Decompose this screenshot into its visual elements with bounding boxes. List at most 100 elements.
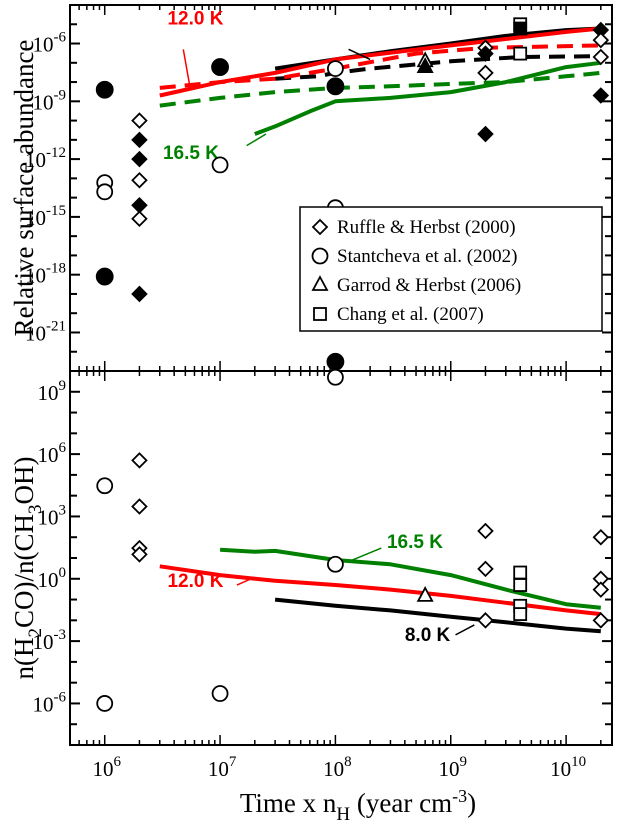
data-point xyxy=(477,64,494,82)
data-point xyxy=(327,368,344,386)
data-point xyxy=(326,77,345,96)
legend-label: Ruffle & Herbst (2000) xyxy=(337,217,516,238)
series-line xyxy=(254,60,602,136)
legend-label: Garrod & Herbst (2006) xyxy=(337,275,521,296)
data-point xyxy=(416,57,434,73)
annotation-label: 16.5 K xyxy=(163,143,219,164)
data-point xyxy=(96,695,114,712)
data-point xyxy=(477,612,494,629)
data-point xyxy=(211,156,229,174)
data-point xyxy=(131,197,148,214)
y-tick-label: 100 xyxy=(38,565,67,592)
x-tick-exp: 9 xyxy=(460,754,468,770)
y-tick-label: 10-9 xyxy=(33,87,67,114)
y-tick-base: 10 xyxy=(38,568,59,592)
y-tick-exp: -18 xyxy=(46,261,66,277)
data-point xyxy=(131,131,148,149)
y-tick-base: 10 xyxy=(33,692,54,716)
y-tick-label: 10-12 xyxy=(25,145,66,172)
x-axis-label-tail: (year cm xyxy=(350,788,452,818)
y-tick-label: 10-6 xyxy=(33,30,67,57)
annotation-leader xyxy=(455,624,475,636)
y-tick-base: 10 xyxy=(25,148,46,172)
y-tick-exp: 3 xyxy=(59,502,67,518)
data-point xyxy=(592,528,610,546)
x-tick-base: 10 xyxy=(550,757,571,781)
x-tick-base: 10 xyxy=(439,757,460,781)
y-tick-exp: -6 xyxy=(54,30,67,46)
x-tick-label: 106 xyxy=(92,754,121,781)
x-tick-exp: 10 xyxy=(571,754,586,770)
y-tick-label: 10-15 xyxy=(25,203,66,230)
annotation-leader xyxy=(182,49,191,88)
data-point xyxy=(131,285,148,303)
data-point xyxy=(513,578,528,592)
x-axis-label-sup: -3 xyxy=(452,786,467,806)
data-point xyxy=(477,45,494,62)
y-tick-exp: -21 xyxy=(46,318,66,334)
y-tick-label: 109 xyxy=(38,378,67,405)
data-point xyxy=(96,477,114,495)
data-point xyxy=(95,80,114,99)
x-tick-label: 1010 xyxy=(550,754,586,781)
y-tick-label: 106 xyxy=(38,440,67,467)
data-point xyxy=(211,58,229,76)
y-tick-exp: -3 xyxy=(54,627,67,643)
data-point xyxy=(592,612,610,629)
legend-marker xyxy=(311,218,329,236)
data-point xyxy=(131,171,148,189)
x-tick-base: 10 xyxy=(208,757,229,781)
series-line xyxy=(274,597,601,634)
legend-box xyxy=(299,206,603,332)
y-tick-exp: 0 xyxy=(59,565,67,581)
data-point xyxy=(327,60,344,77)
x-tick-exp: 8 xyxy=(344,754,352,770)
legend-label: Chang et al. (2007) xyxy=(337,304,484,325)
y-tick-base: 10 xyxy=(25,206,46,230)
data-point xyxy=(477,522,494,540)
data-point xyxy=(131,498,148,515)
y-tick-label: 10-18 xyxy=(25,261,66,288)
annotation-label: 8.0 K xyxy=(405,625,451,646)
data-point xyxy=(592,87,610,104)
y-axis-label-top: Relative surface abundance xyxy=(9,40,39,337)
data-point xyxy=(131,452,148,469)
data-point xyxy=(96,183,114,201)
y-tick-base: 10 xyxy=(33,630,54,654)
y-tick-exp: -12 xyxy=(46,145,66,161)
y-tick-exp: -6 xyxy=(54,689,67,705)
y-tick-exp: -15 xyxy=(46,203,66,219)
y-tick-base: 10 xyxy=(33,33,54,57)
x-tick-exp: 6 xyxy=(113,754,121,770)
data-point xyxy=(592,48,610,66)
data-point xyxy=(416,585,434,602)
x-tick-label: 109 xyxy=(439,754,468,781)
y-tick-base: 10 xyxy=(38,505,59,529)
series-line xyxy=(219,547,602,610)
data-point xyxy=(131,210,148,228)
y-tick-label: 10-3 xyxy=(33,627,67,654)
x-axis-label-main: Time x n xyxy=(240,788,337,818)
annotation-label: 12.0 K xyxy=(167,8,223,29)
annotation-leader xyxy=(348,48,371,61)
y-tick-label: 10-21 xyxy=(25,318,66,345)
y-tick-base: 10 xyxy=(25,321,46,345)
data-point xyxy=(131,150,148,168)
data-point xyxy=(131,112,148,129)
annotation-label: 16.5 K xyxy=(387,532,443,553)
x-axis-label-sub: H xyxy=(336,804,350,825)
annotation-leader xyxy=(246,133,267,147)
data-point xyxy=(513,565,528,580)
annotation-leader xyxy=(236,576,256,586)
annotation-label: 12.0 K xyxy=(167,571,223,592)
legend-marker xyxy=(311,247,329,265)
x-tick-base: 10 xyxy=(92,757,113,781)
data-point xyxy=(327,555,344,573)
legend-marker xyxy=(313,307,327,321)
data-point xyxy=(592,31,610,49)
data-point xyxy=(592,581,610,598)
annotation-leader xyxy=(351,547,382,561)
